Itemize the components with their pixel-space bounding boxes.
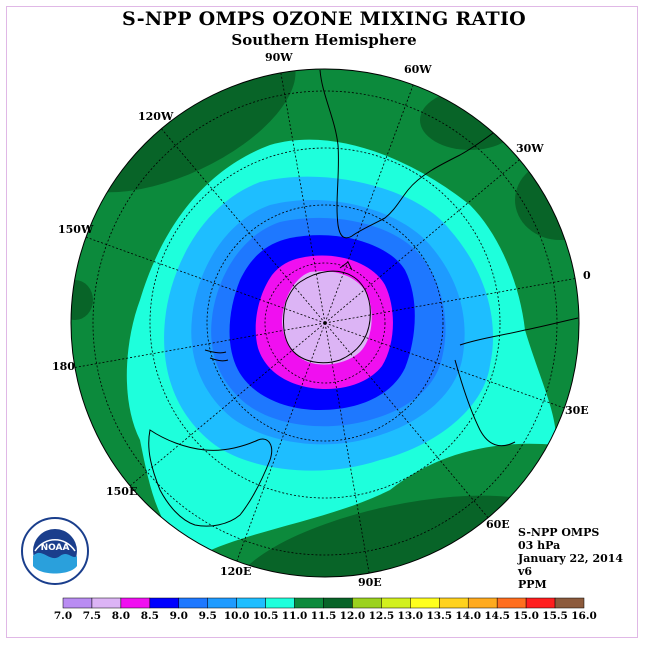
info-date: January 22, 2014 (518, 552, 624, 565)
colorbar-tick-label: 14.5 (484, 610, 510, 622)
colorbar-swatch (294, 597, 324, 609)
lon-label-0: 0 (583, 269, 591, 282)
meridian-150w (79, 234, 326, 324)
lon-label-150e: 150E (106, 485, 137, 498)
colorbar-swatch (323, 597, 353, 609)
lon-label-90w: 90W (265, 51, 293, 64)
new-zealand-coast (204, 349, 229, 362)
lon-label-120e: 120E (220, 565, 251, 578)
colorbar-swatch (120, 597, 151, 609)
colorbar-swatch (149, 597, 180, 609)
colorbar-tick-label: 7.0 (54, 610, 72, 622)
south-america-coast (319, 69, 501, 239)
info-level: 03 hPa (518, 539, 561, 552)
antarctica-coast (283, 261, 371, 364)
page-title: S-NPP OMPS OZONE MIXING RATIO (121, 8, 527, 30)
blob-dark-green-n (420, 90, 520, 150)
meridian-60e (324, 322, 491, 521)
latitude-circle-3 (149, 147, 501, 499)
colorbar-tick-label: 9.5 (199, 610, 217, 622)
colorbar-swatch (352, 597, 382, 609)
latitude-circle-2 (206, 204, 444, 442)
blob-dark-green-w (71, 280, 93, 320)
noaa-logo: NOAA (21, 517, 89, 585)
colorbar-swatch (265, 597, 295, 609)
colorbar-tick-label: 14.0 (455, 610, 481, 622)
meridian-120w (159, 126, 326, 324)
info-version: v6 (518, 565, 533, 578)
colorbar-swatch (62, 597, 93, 609)
ozone-field (71, 69, 579, 577)
meridian-30w (324, 154, 526, 324)
meridian-180 (71, 322, 326, 369)
info-units: PPM (518, 578, 547, 591)
colorbar-tick-label: 13.0 (398, 610, 424, 622)
colorbar-tick-label: 10.0 (224, 610, 250, 622)
colorbar-tick-label: 8.0 (112, 610, 130, 622)
meridian-60w (324, 79, 416, 324)
plot-frame (6, 6, 638, 638)
latitude-circle-1 (264, 262, 386, 384)
colorbar-tick-label: 11.5 (311, 610, 337, 622)
meridian-90w (279, 69, 326, 324)
colorbar-tick-label: 8.5 (141, 610, 159, 622)
colorbar-tick-label: 12.5 (369, 610, 395, 622)
colorbar-swatch (207, 597, 237, 609)
colorbar-swatch (178, 597, 208, 609)
meridian-120e (234, 322, 326, 567)
meridian-30e (324, 322, 571, 411)
meridian-150e (124, 322, 326, 491)
meridian-0 (324, 277, 579, 324)
colorbar-tick-label: 10.5 (253, 610, 279, 622)
colorbar-swatch (91, 597, 122, 609)
colorbar-swatch (381, 597, 411, 609)
colorbar-tick-label: 12.0 (340, 610, 366, 622)
lon-label-180: 180 (52, 360, 75, 373)
lon-label-60e: 60E (486, 518, 510, 531)
lon-label-30w: 30W (516, 142, 544, 155)
africa-coast (454, 317, 579, 447)
lon-label-30e: 30E (565, 404, 589, 417)
colorbar-tick-label: 15.0 (513, 610, 539, 622)
lon-label-150w: 150W (58, 223, 94, 236)
lon-label-90e: 90E (358, 576, 382, 589)
colorbar: 7.0 7.5 8.0 8.5 9.0 9.5 10.0 10.5 11.0 11.5 12.0 12… (54, 597, 597, 622)
colorbar-tick-label: 7.5 (83, 610, 101, 622)
colorbar-swatch (467, 597, 498, 609)
lon-label-120w: 120W (138, 110, 174, 123)
colorbar-tick-label: 9.0 (170, 610, 188, 622)
colorbar-swatch (236, 597, 266, 609)
colorbar-swatch (439, 597, 469, 609)
colorbar-swatch (410, 597, 440, 609)
logo-text: NOAA (41, 543, 70, 553)
info-block: S-NPP OMPS 03 hPa January 22, 2014 v6 PP… (518, 526, 623, 591)
map-border (70, 68, 580, 578)
colorbar-swatch (554, 597, 585, 609)
page-subtitle: Southern Hemisphere (231, 31, 417, 49)
info-instrument: S-NPP OMPS (518, 526, 600, 539)
colorbar-tick-label: 11.0 (282, 610, 308, 622)
colorbar-swatch (525, 597, 556, 609)
blob-dark-green-ne (515, 160, 579, 240)
colorbar-swatch (496, 597, 527, 609)
colorbar-tick-label: 13.5 (426, 610, 452, 622)
colorbar-tick-label: 16.0 (571, 610, 597, 622)
meridian-90e (324, 322, 371, 577)
australia-coast (148, 429, 273, 527)
coastlines (148, 69, 579, 527)
lon-label-60w: 60W (404, 63, 432, 76)
colorbar-tick-label: 15.5 (542, 610, 568, 622)
